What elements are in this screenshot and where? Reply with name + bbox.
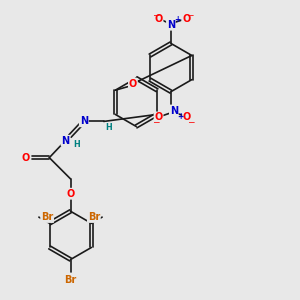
Text: Br: Br xyxy=(41,212,53,222)
Text: O: O xyxy=(154,112,163,122)
Text: H: H xyxy=(73,140,80,148)
Text: N: N xyxy=(80,116,88,126)
Text: O: O xyxy=(66,189,75,199)
Text: H: H xyxy=(106,123,112,132)
Text: +: + xyxy=(174,15,181,24)
Text: Br: Br xyxy=(64,275,76,285)
Text: O: O xyxy=(129,79,137,89)
Text: N: N xyxy=(61,136,70,146)
Text: Br: Br xyxy=(88,212,100,222)
Text: O: O xyxy=(183,112,191,122)
Text: +: + xyxy=(177,112,183,121)
Text: O: O xyxy=(21,153,29,163)
Text: N: N xyxy=(170,106,178,116)
Text: −: − xyxy=(152,10,159,19)
Text: O: O xyxy=(154,14,163,24)
Text: N: N xyxy=(167,20,175,30)
Text: −: − xyxy=(152,117,159,126)
Text: −: − xyxy=(187,117,195,126)
Text: −: − xyxy=(186,10,194,19)
Text: O: O xyxy=(182,14,190,24)
